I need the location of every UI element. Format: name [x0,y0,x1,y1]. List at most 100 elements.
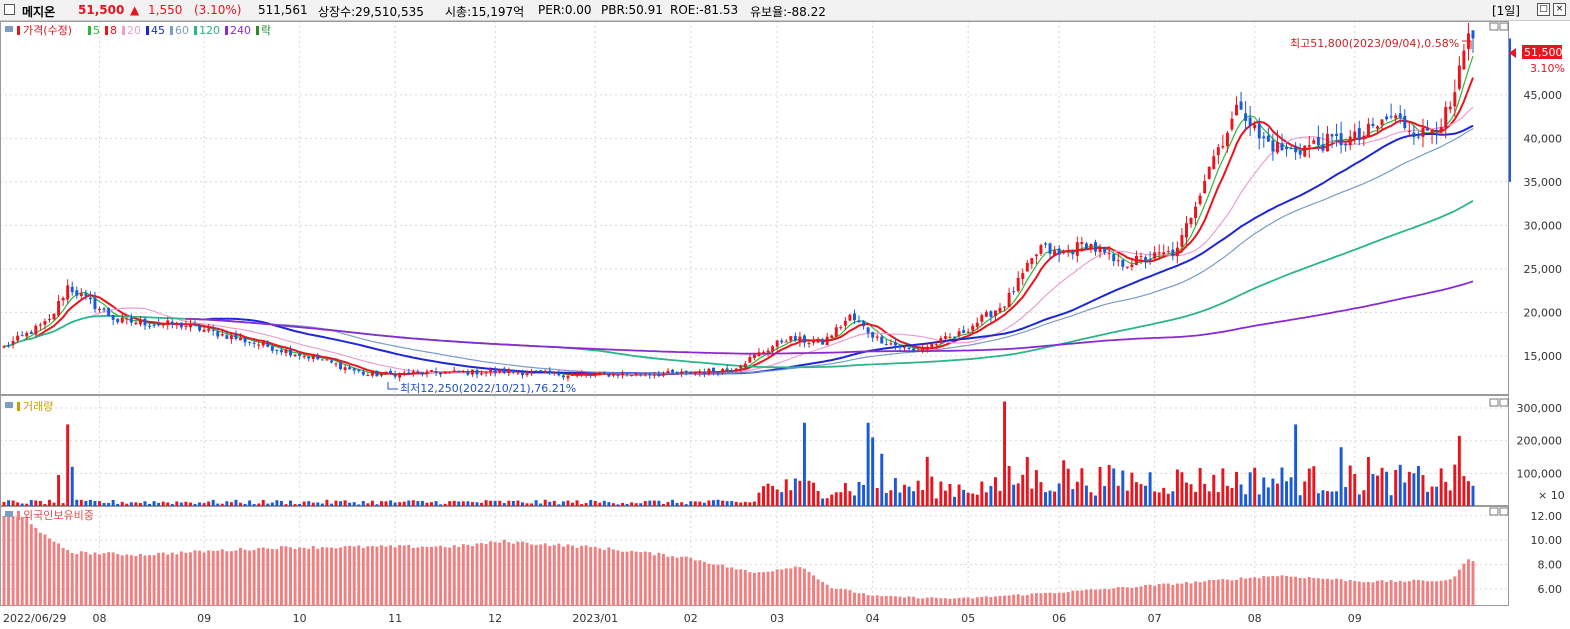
foreign-ratio-bar [716,564,720,606]
foreign-ratio-bar [57,543,61,606]
volume-bar [625,503,629,506]
volume-bar [466,501,470,506]
candle-body [120,317,124,323]
panel-minimize-button[interactable] [1489,507,1499,516]
select-checkbox[interactable] [4,4,15,15]
foreign-ratio-bar [1003,595,1007,606]
foreign-ratio-bar [671,556,675,606]
panel-close-button[interactable] [1499,22,1509,31]
volume-bar [1153,491,1157,506]
volume-bar [607,502,611,506]
candle-body [439,372,443,375]
ma-legend-icon [146,26,149,35]
low-arrow-icon [387,382,398,390]
foreign-ratio-bar [611,549,615,606]
candle-body [1030,258,1034,264]
volume-bar [1348,465,1352,506]
foreign-ratio-bar [334,548,338,606]
panel-toggle-icon[interactable] [5,511,13,517]
candle-body [11,340,15,345]
foreign-ratio-bar [1071,590,1075,606]
foreign-ratio-bar [1057,592,1061,606]
foreign-ratio-bar [866,595,870,606]
volume-bar [775,489,779,506]
candle-body [1453,92,1457,107]
candle-body [29,331,33,335]
candle-body [998,307,1002,312]
foreign-ratio-bar [843,589,847,606]
maximize-button[interactable]: □ [1537,3,1550,16]
volume-bar [475,502,479,506]
foreign-ratio-bar [366,546,370,606]
candle-body [552,372,556,374]
last-price-pointer-icon [1509,48,1516,58]
close-button[interactable]: × [1553,3,1566,16]
volume-bar [1453,464,1457,506]
volume-bar [948,483,952,506]
candle-body [1062,252,1066,254]
volume-bar [643,501,647,506]
panel-close-button[interactable] [1499,398,1509,407]
foreign-ratio-bar [1389,580,1393,606]
candle-body [261,341,265,346]
foreign-ratio-bar [1171,584,1175,606]
volume-bar [903,484,906,506]
foreign-ratio-bar [1248,577,1252,606]
candle-body [948,336,952,338]
candle-body [1221,146,1225,148]
panel-close-button[interactable] [1499,507,1509,516]
volume-bar [357,504,361,506]
foreign-ratio-bar [693,560,697,606]
candle-body [325,359,329,361]
volume-bar [1444,481,1448,506]
candle-body [989,311,993,317]
volume-bar [425,502,429,506]
foreign-ratio-bar [202,552,206,606]
volume-bar [457,501,461,506]
candle-body [907,347,911,350]
foreign-ratio-bar [448,547,452,606]
volume-bar [998,490,1002,506]
foreign-ratio-bar [88,554,92,606]
volume-bar [1157,492,1161,506]
period-selector[interactable]: [1일] [1491,4,1520,18]
candle-body [1203,180,1207,194]
candle-body [329,360,333,363]
panel-minimize-button[interactable] [1489,22,1499,31]
candle-body [1153,252,1157,259]
volume-bar [1321,490,1325,506]
panel-toggle-icon[interactable] [5,26,13,32]
volume-bar [1084,485,1088,506]
candle-body [98,308,101,310]
foreign-ratio-bar [625,551,629,606]
volume-bar [1439,468,1443,506]
volume-bar [61,503,65,506]
foreign-ratio-bar [316,548,320,606]
candle-body [875,336,879,338]
volume-bar [248,500,252,506]
volume-bar [1039,482,1043,506]
candle-body [61,297,65,301]
volume-bar [1435,486,1439,506]
candle-body [752,354,756,358]
volume-bar [1116,485,1120,506]
volume-bar [1316,493,1320,506]
candle-body [921,348,925,351]
candle-body [1175,247,1179,257]
last-price-pct: 3.10% [1530,62,1565,75]
foreign-ratio-bar [1321,578,1325,606]
panel-toggle-icon[interactable] [5,402,13,408]
ma-legend-icon [194,26,197,35]
panel-minimize-button[interactable] [1489,398,1499,407]
candle-body [1034,254,1038,257]
volume-bar [452,500,456,506]
candle-body [229,335,233,339]
volume-bar [1289,477,1293,506]
candle-body [234,334,238,339]
volume-bar [707,500,711,506]
foreign-ratio-bar [1371,582,1375,606]
candle-body [1239,101,1243,110]
volume-bar [552,500,556,506]
volume-bar [816,490,820,506]
last-price-label: 51,500 [1524,46,1563,59]
